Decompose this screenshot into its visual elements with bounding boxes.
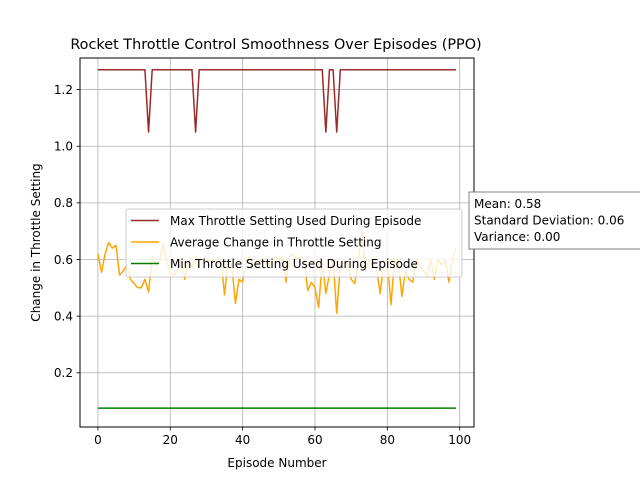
x-tick-label: 80	[380, 433, 395, 447]
y-axis-label: Change in Throttle Setting	[29, 163, 43, 321]
x-tick-label: 20	[163, 433, 178, 447]
stats-box: Mean: 0.58 Standard Deviation: 0.06 Varian…	[468, 191, 640, 250]
y-tick-label: 0.4	[54, 309, 73, 323]
x-tick-label: 100	[448, 433, 471, 447]
chart-title: Rocket Throttle Control Smoothness Over …	[70, 37, 481, 53]
stats-line: Standard Deviation: 0.06	[474, 214, 624, 228]
x-tick-label: 0	[94, 433, 102, 447]
y-tick-label: 0.2	[54, 366, 73, 380]
stats-box-frame	[468, 191, 640, 250]
y-tick-label: 0.8	[54, 196, 73, 210]
stats-line: Mean: 0.58	[474, 197, 541, 211]
legend-label: Min Throttle Setting Used During Episode	[170, 257, 418, 271]
y-tick-label: 0.6	[54, 253, 73, 267]
axes: 0 20 40 60 80 100 0.2 0.4 0.6 0.8 1.0 1.2	[54, 83, 471, 447]
x-tick-label: 60	[307, 433, 322, 447]
x-axis-label: Episode Number	[227, 456, 326, 470]
y-tick-label: 1.0	[54, 140, 73, 154]
series-line-0	[97, 69, 457, 133]
x-tick-label: 40	[235, 433, 250, 447]
y-tick-label: 1.2	[54, 83, 73, 97]
legend-label: Average Change in Throttle Setting	[170, 235, 381, 249]
legend: Max Throttle Setting Used During Episode…	[125, 208, 463, 278]
legend-label: Max Throttle Setting Used During Episode	[170, 214, 421, 228]
stats-line: Variance: 0.00	[474, 230, 560, 244]
legend-frame	[125, 208, 463, 278]
